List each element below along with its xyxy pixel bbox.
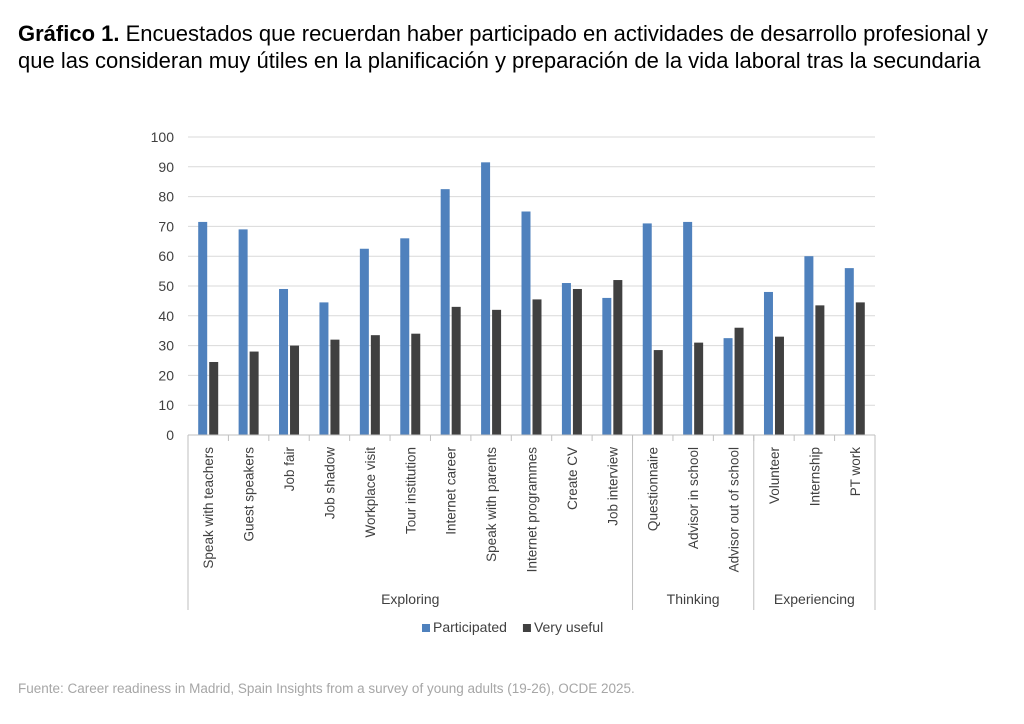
bar-very-useful (613, 280, 623, 435)
bar-very-useful (532, 299, 542, 435)
bar-very-useful (249, 351, 259, 435)
y-tick-label: 50 (158, 278, 174, 294)
bar-participated (844, 268, 854, 435)
bar-very-useful (209, 361, 219, 435)
x-tick-label: Internet programmes (525, 447, 540, 573)
bar-very-useful (734, 327, 744, 435)
x-axis: Speak with teachers Guest speakers Job fai… (187, 434, 876, 610)
x-tick-label: Speak with teachers (201, 447, 216, 569)
y-tick-label: 0 (166, 427, 174, 443)
bar-very-useful (370, 335, 380, 435)
y-axis: 0 10 20 30 40 50 60 70 80 90 100 (151, 129, 175, 443)
x-tick-label: PT work (848, 447, 863, 497)
bar-very-useful (774, 336, 784, 435)
chart-title-bold: Gráfico 1. (18, 21, 120, 46)
gridlines (188, 136, 875, 436)
chart-title: Gráfico 1. Encuestados que recuerdan hab… (18, 20, 1008, 74)
bar-participated (763, 291, 773, 435)
bar-participated (683, 221, 693, 435)
y-tick-label: 70 (158, 218, 174, 234)
y-tick-label: 60 (158, 248, 174, 264)
bar-participated (319, 302, 329, 435)
y-tick-label: 20 (158, 367, 174, 383)
x-tick-label: Guest speakers (242, 447, 257, 542)
group-label: Thinking (667, 591, 720, 607)
bar-participated (359, 248, 369, 435)
bar-very-useful (815, 305, 825, 435)
chart-title-text: Encuestados que recuerdan haber particip… (18, 21, 988, 73)
x-tick-label: Internet career (444, 446, 459, 534)
bar-chart: 0 10 20 30 40 50 60 70 80 90 100 Speak with teache… (151, 129, 876, 635)
y-tick-label: 100 (151, 129, 175, 145)
bar-participated (238, 229, 248, 435)
bar-very-useful (451, 306, 461, 435)
bar-participated (521, 211, 531, 435)
bar-participated (561, 283, 571, 435)
bar-participated (642, 223, 652, 435)
y-tick-label: 10 (158, 397, 174, 413)
legend-label: Very useful (534, 619, 603, 635)
bar-very-useful (492, 309, 502, 435)
bar-very-useful (653, 350, 663, 435)
bar-participated (400, 238, 410, 435)
bar-very-useful (855, 302, 865, 435)
legend-label: Participated (433, 619, 507, 635)
x-tick-label: Tour institution (403, 447, 418, 534)
source-note: Fuente: Career readiness in Madrid, Spai… (18, 681, 635, 696)
x-tick-label: Advisor out of school (727, 447, 742, 572)
bar-very-useful (330, 339, 340, 435)
bar-very-useful (572, 288, 582, 435)
bar-participated (804, 256, 814, 435)
legend-swatch (522, 624, 531, 632)
legend: Participated Very useful (422, 619, 603, 635)
x-tick-label: Workplace visit (363, 447, 378, 538)
bar-participated (279, 288, 289, 435)
bar-participated (198, 221, 208, 435)
x-tick-label: Job shadow (322, 447, 337, 519)
group-label: Experiencing (774, 591, 855, 607)
group-label: Exploring (381, 591, 439, 607)
y-tick-label: 80 (158, 189, 174, 205)
x-tick-label: Job interview (605, 447, 620, 526)
x-tick-label: Questionnaire (646, 447, 661, 531)
bar-participated (723, 338, 733, 435)
y-tick-label: 90 (158, 159, 174, 175)
bar-participated (481, 162, 491, 435)
bar-very-useful (694, 342, 704, 435)
x-tick-label: Job fair (282, 447, 297, 492)
bars (198, 162, 865, 435)
x-tick-label: Create CV (565, 447, 580, 510)
legend-swatch (422, 624, 430, 632)
x-tick-label: Advisor in school (686, 447, 701, 549)
bar-participated (440, 189, 450, 435)
y-tick-label: 40 (158, 308, 174, 324)
x-tick-label: Speak with parents (484, 447, 499, 562)
y-tick-label: 30 (158, 338, 174, 354)
x-tick-label: Volunteer (767, 446, 782, 504)
bar-very-useful (411, 333, 421, 435)
x-tick-label: Internship (807, 447, 822, 506)
bar-participated (602, 297, 612, 435)
bar-very-useful (290, 345, 300, 435)
